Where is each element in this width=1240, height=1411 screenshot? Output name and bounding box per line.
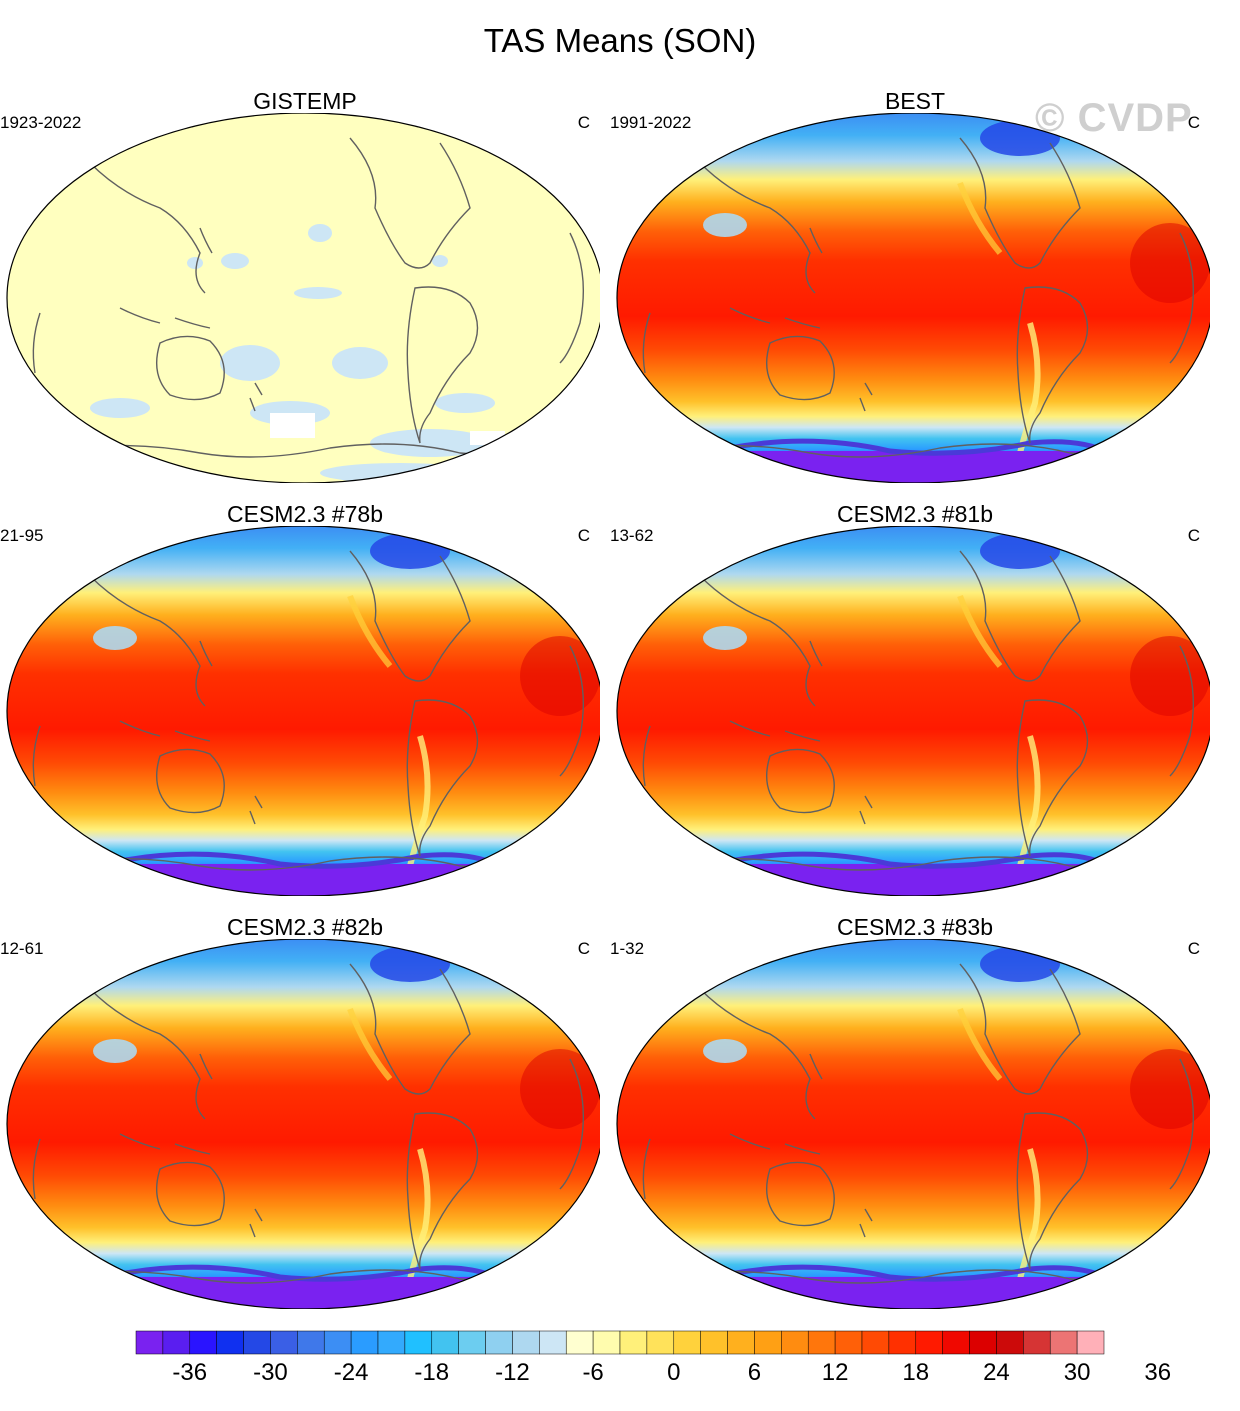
world-map <box>616 113 1210 483</box>
colorbar-box <box>323 1330 352 1355</box>
colorbar-box <box>162 1330 191 1355</box>
panel-units: C <box>1187 526 1200 545</box>
colorbar-box <box>270 1330 298 1355</box>
colorbar-box <box>996 1330 1024 1355</box>
panel-period: 12-61 <box>0 939 44 958</box>
map-panel: GISTEMP 1923-2022 C <box>0 88 610 488</box>
colorbar-label: 0 <box>667 1359 680 1386</box>
world-map <box>6 939 600 1309</box>
colorbar-label: -24 <box>334 1359 369 1386</box>
colorbar-box <box>539 1330 567 1355</box>
colorbar-box <box>377 1330 406 1355</box>
map-panel: BEST 1991-2022 C <box>610 88 1220 488</box>
panel-title: BEST <box>884 88 946 114</box>
colorbar-label: 18 <box>902 1359 929 1386</box>
colorbar-box <box>350 1330 379 1355</box>
colorbar-box <box>807 1330 836 1355</box>
world-map <box>6 526 600 896</box>
colorbar-box <box>781 1330 809 1355</box>
world-map <box>616 526 1210 896</box>
map-panel: CESM2.3 #82b 12-61 C <box>0 914 610 1314</box>
colorbar-box <box>942 1330 970 1355</box>
world-map <box>616 939 1210 1309</box>
colorbar-label: -6 <box>582 1359 603 1386</box>
map-panel: CESM2.3 #78b 21-95 C <box>0 501 610 901</box>
panel-title: CESM2.3 #83b <box>837 914 993 940</box>
panel-title: CESM2.3 #78b <box>227 501 383 527</box>
colorbar-label: 12 <box>822 1359 849 1386</box>
colorbar-box <box>243 1330 271 1355</box>
colorbar-box <box>189 1330 217 1355</box>
figure-title: TAS Means (SON) <box>483 22 757 59</box>
colorbar-box <box>404 1330 433 1355</box>
panel-title: GISTEMP <box>253 88 357 114</box>
colorbar-box <box>485 1330 513 1355</box>
panel-period: 21-95 <box>0 526 44 545</box>
panel-units: C <box>577 526 590 545</box>
colorbar-label: -18 <box>414 1359 449 1386</box>
colorbar-box <box>673 1330 701 1355</box>
colorbar-label: -30 <box>253 1359 288 1386</box>
colorbar-box <box>646 1330 675 1355</box>
map-panel: CESM2.3 #83b 1-32 C <box>610 914 1220 1314</box>
panel-units: C <box>1187 113 1200 132</box>
colorbar-label: 30 <box>1064 1359 1091 1386</box>
panel-units: C <box>1187 939 1200 958</box>
panel-units: C <box>577 113 590 132</box>
colorbar-box <box>135 1330 164 1355</box>
colorbar-box <box>216 1330 244 1355</box>
map-panel: CESM2.3 #81b 13-62 C <box>610 501 1220 901</box>
colorbar-box <box>834 1330 863 1355</box>
world-map <box>6 113 600 483</box>
panel-title: CESM2.3 #82b <box>227 914 383 940</box>
colorbar-box <box>512 1330 540 1355</box>
colorbar-box <box>431 1330 459 1355</box>
colorbar-box <box>1023 1330 1051 1355</box>
panel-period: 1991-2022 <box>610 113 692 132</box>
colorbar-box <box>754 1330 782 1355</box>
watermark: © CVDP <box>1035 96 1193 140</box>
colorbar-box <box>861 1330 890 1355</box>
colorbar-box <box>1049 1330 1078 1355</box>
colorbar-box <box>458 1330 486 1355</box>
colorbar-box <box>297 1330 325 1355</box>
colorbar-label: -36 <box>172 1359 207 1386</box>
colorbar-box <box>565 1330 594 1355</box>
colorbar-label: 24 <box>983 1359 1010 1386</box>
colorbar-box <box>592 1330 621 1355</box>
colorbar-label: 36 <box>1144 1359 1171 1386</box>
colorbar-box <box>700 1330 728 1355</box>
colorbar-box <box>1076 1330 1105 1355</box>
colorbar-box <box>915 1330 943 1355</box>
colorbar-box <box>727 1330 755 1355</box>
colorbar-box <box>619 1330 648 1355</box>
colorbar-box <box>888 1330 917 1355</box>
panel-period: 1-32 <box>610 939 645 958</box>
colorbar-box <box>969 1330 997 1355</box>
panel-units: C <box>577 939 590 958</box>
panel-period: 1923-2022 <box>0 113 82 132</box>
panel-period: 13-62 <box>610 526 654 545</box>
colorbar-label: 6 <box>748 1359 761 1386</box>
colorbar-label: -12 <box>495 1359 530 1386</box>
panel-title: CESM2.3 #81b <box>837 501 993 527</box>
